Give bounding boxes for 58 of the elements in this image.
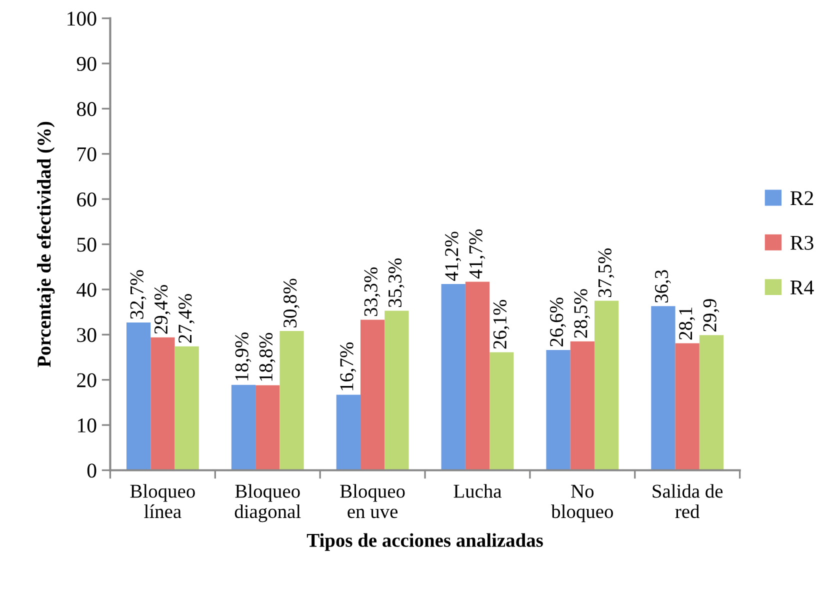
- x-tick-label: Bloqueo en uve: [340, 484, 405, 518]
- bar: [150, 337, 175, 470]
- data-label: 29,9: [703, 299, 720, 332]
- bar: [490, 352, 514, 470]
- x-tick-label: Salida de red: [652, 484, 723, 518]
- y-tick-label: 10: [78, 418, 96, 432]
- data-label: 41,7%: [469, 229, 486, 279]
- legend-label: R2: [790, 191, 814, 205]
- data-label: 28,1: [679, 308, 696, 340]
- legend-label: R3: [790, 236, 814, 250]
- bar: [231, 384, 256, 470]
- data-label: 30,8%: [283, 278, 300, 328]
- bar: [594, 300, 619, 470]
- bar: [384, 310, 409, 470]
- data-label: 26,1%: [493, 300, 510, 349]
- y-tick-label: 80: [76, 102, 96, 116]
- y-axis-title: Porcentaje de efectividad (%): [36, 122, 55, 368]
- x-tick-label: No bloqueo: [551, 484, 613, 522]
- y-tick-label: 30: [77, 328, 96, 342]
- bar: [280, 331, 304, 470]
- data-label: 32,7%: [130, 270, 146, 319]
- data-label: 35,3%: [388, 258, 404, 307]
- data-label: 18,9%: [235, 332, 252, 380]
- y-tick-label: 70: [78, 147, 96, 162]
- data-label: 33,3%: [364, 267, 380, 316]
- bar: [256, 385, 280, 470]
- data-label: 37,5%: [598, 248, 614, 298]
- y-tick-label: 90: [76, 56, 96, 71]
- bar: [126, 322, 151, 470]
- y-tick-label: 40: [76, 282, 96, 297]
- bar: [546, 350, 570, 470]
- bar: [360, 320, 385, 470]
- y-tick-label: 60: [77, 192, 96, 206]
- x-tick-label: Lucha: [454, 484, 502, 498]
- y-tick-label: 50: [77, 238, 96, 252]
- y-tick-label: 0: [87, 464, 96, 478]
- data-label: 29,4%: [154, 285, 170, 334]
- data-label: 41,2%: [445, 232, 462, 281]
- x-axis-title: Tipos de acciones analizadas: [306, 533, 543, 551]
- bar: [465, 282, 490, 470]
- bar: [699, 335, 724, 470]
- data-label: 16,7%: [340, 342, 356, 390]
- bar: [675, 343, 700, 470]
- data-label: 27,4%: [178, 294, 194, 343]
- data-label: 26,6%: [550, 298, 566, 346]
- x-tick-label: Bloqueo diagonal: [234, 484, 301, 522]
- x-tick-label: Bloqueo línea: [130, 484, 195, 518]
- bar: [174, 346, 199, 470]
- bar: [570, 341, 594, 470]
- bar: [336, 394, 360, 470]
- y-tick-label: 100: [68, 12, 96, 26]
- bar: [441, 284, 466, 470]
- legend-label: R4: [790, 280, 814, 294]
- data-label: 28,5%: [574, 289, 590, 338]
- data-label: 36,3: [655, 270, 671, 302]
- y-tick-label: 20: [77, 373, 96, 388]
- bar: [651, 306, 676, 470]
- data-label: 18,8%: [259, 332, 276, 381]
